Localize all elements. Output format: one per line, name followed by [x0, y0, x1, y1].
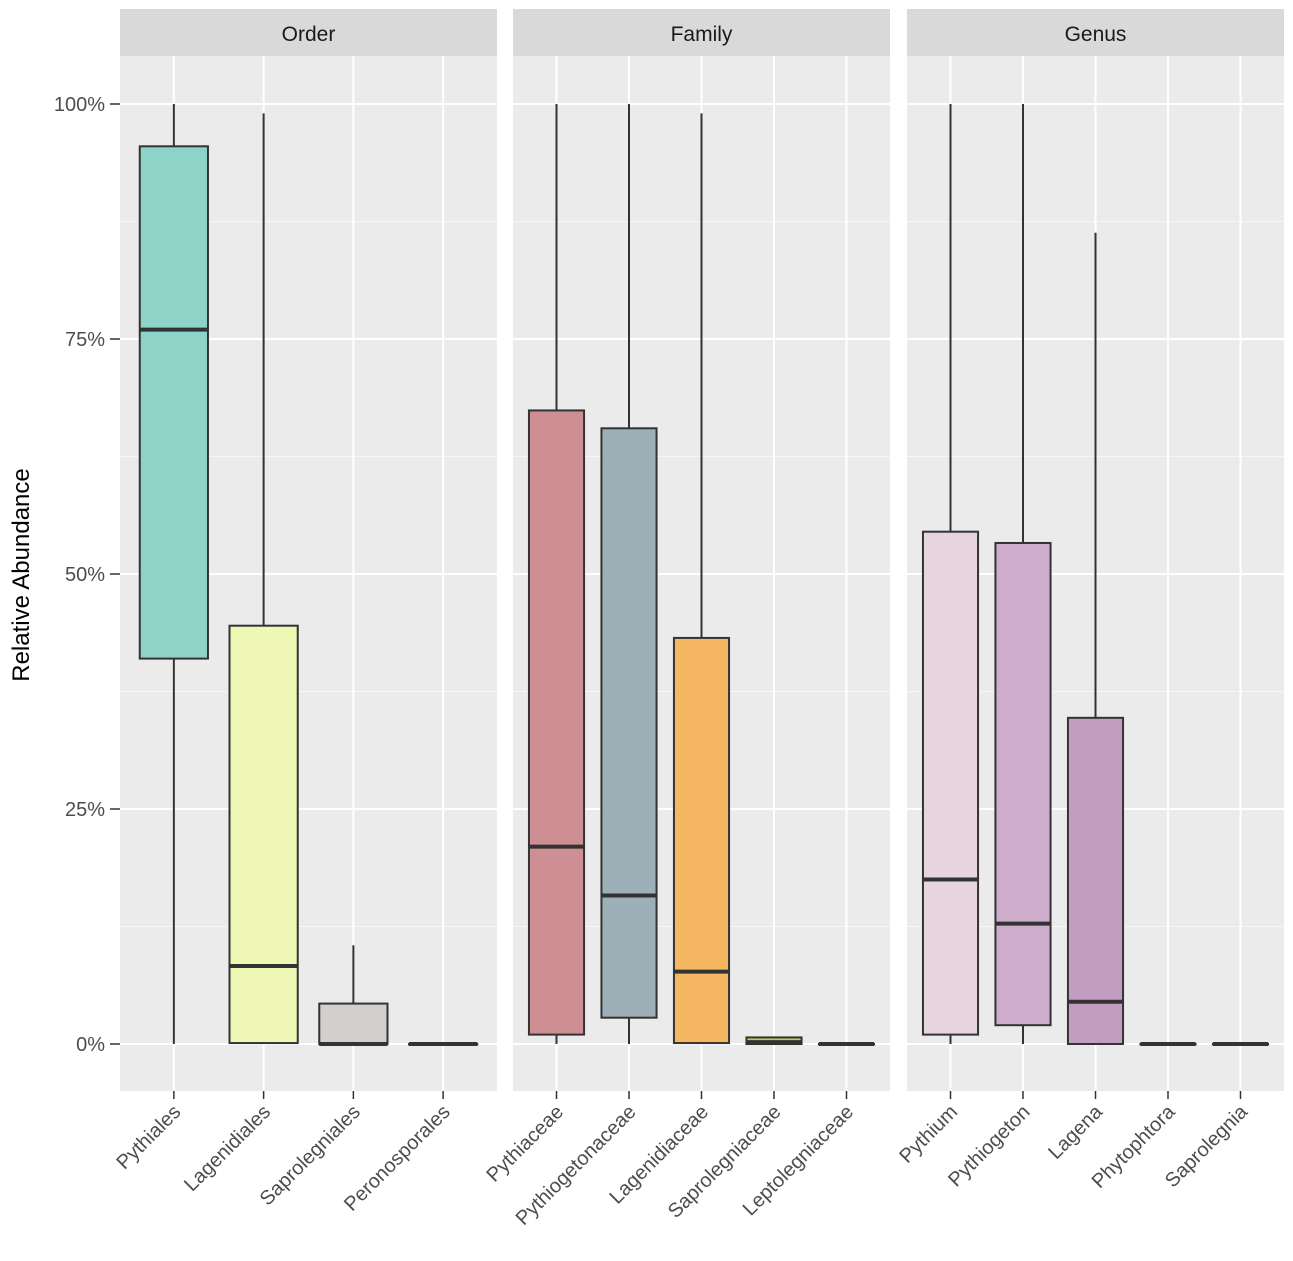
box-pythiogetonaceae [600, 104, 658, 1044]
facet-strip-label: Family [671, 23, 733, 46]
box-lagena [1066, 232, 1125, 1045]
y-tick-label: 75% [65, 329, 105, 351]
box-iqr [527, 409, 586, 1036]
facet-strip-label: Order [282, 23, 336, 46]
box-peronosporales [408, 1042, 479, 1046]
x-tick-label: Pythiogetonaceae [512, 1101, 641, 1230]
box-pythiaceae [527, 104, 586, 1044]
box-phytophtora [1139, 1042, 1197, 1046]
x-tick-label: Lagenidiales [180, 1101, 275, 1196]
x-tick-label: Pythium [895, 1101, 962, 1168]
box-leptolegniaceae [817, 1042, 876, 1046]
y-tick-labels: 0% 25% 50% 75% 100% [54, 94, 120, 1056]
y-tick-label: 25% [65, 799, 105, 821]
y-tick-label: 100% [54, 94, 105, 116]
box-iqr [1066, 716, 1125, 1045]
y-tick-label: 0% [76, 1034, 105, 1056]
box-iqr [318, 1002, 389, 1046]
x-tick-label: Lagena [1044, 1100, 1107, 1163]
box-pythiogeton [994, 104, 1052, 1044]
box-iqr [138, 145, 209, 660]
box-saprolegniales [318, 945, 389, 1046]
facet-strip-label: Genus [1065, 23, 1127, 46]
facet-strip [907, 9, 1284, 56]
box-iqr [994, 541, 1052, 1027]
box-iqr [600, 427, 658, 1019]
box-iqr [228, 624, 299, 1045]
box-iqr [921, 530, 980, 1036]
box-pythiales [138, 104, 209, 1044]
y-tick-label: 50% [65, 564, 105, 586]
facet-panel-family: FamilyPythiaceaePythiogetonaceaeLagenidi… [482, 9, 890, 1230]
y-axis-title: Relative Abundance [8, 468, 35, 682]
box-lagenidiales [228, 113, 299, 1045]
box-iqr [672, 636, 731, 1045]
box-saprolegniaceae [745, 1036, 803, 1046]
facet-panel-order: OrderPythialesLagenidialesSaprolegniales… [112, 9, 497, 1216]
facet-strip [513, 9, 890, 56]
box-saprolegnia [1211, 1042, 1270, 1046]
box-lagenidiaceae [672, 113, 731, 1045]
x-tick-label: Pythiales [112, 1101, 185, 1174]
facet-panels: OrderPythialesLagenidialesSaprolegniales… [112, 9, 1284, 1230]
facet-strip [120, 9, 497, 56]
box-pythium [921, 104, 980, 1044]
